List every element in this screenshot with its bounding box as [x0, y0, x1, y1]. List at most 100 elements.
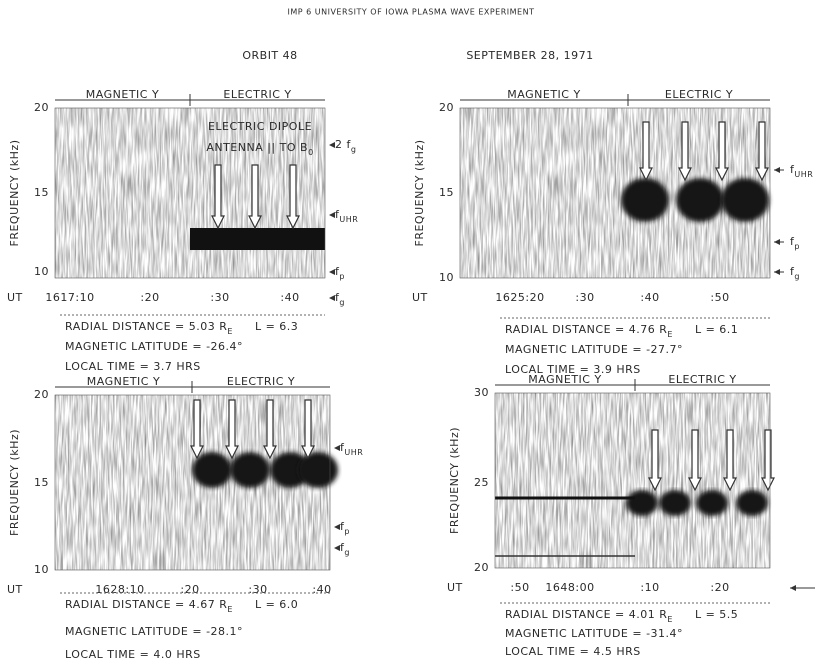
l-shell: L = 5.5 — [695, 608, 738, 621]
magnetic-latitude: MAGNETIC LATITUDE = -27.7° — [505, 343, 683, 356]
ut-label: UT — [7, 291, 23, 304]
arrow — [211, 164, 225, 230]
panel: MAGNETIC Y ELECTRIC Y FREQUENCY (kHz) 20 15 1… — [7, 375, 363, 661]
annotation: fUHR — [335, 208, 358, 224]
annotation: 2 fg — [335, 138, 356, 154]
pointer-head — [329, 142, 335, 148]
annotation-main: f — [790, 265, 795, 278]
note-text: ANTENNA || TO B — [206, 141, 308, 154]
annotation: fp — [790, 235, 800, 251]
y-tick-label: 25 — [474, 476, 489, 489]
emission-blob — [230, 452, 270, 488]
panel: MAGNETIC Y ELECTRIC Y FREQUENCY (kHz) 20 15 1… — [7, 88, 358, 373]
arrow — [648, 429, 662, 492]
spectrogram-noise — [495, 393, 770, 568]
local-time: LOCAL TIME = 3.7 HRS — [65, 360, 201, 373]
arrow — [225, 399, 239, 460]
annotation-main: f — [340, 541, 345, 554]
arrow — [715, 121, 729, 182]
ut-tick-label: :30 — [248, 583, 267, 596]
local-time: LOCAL TIME = 3.9 HRS — [505, 363, 641, 376]
plot-frame — [54, 394, 331, 571]
emission-blob — [659, 490, 691, 516]
date: SEPTEMBER 28, 1971 — [466, 49, 593, 62]
electric-label: ELECTRIC Y — [227, 375, 295, 388]
arrow — [248, 164, 262, 230]
ut-label: UT — [447, 581, 463, 594]
radial-distance: RADIAL DISTANCE = 4.01 RE L = 5.5 — [505, 608, 738, 624]
orbit: ORBIT 48 — [242, 49, 297, 62]
annotation-sub: UHR — [344, 448, 363, 457]
radial-distance: RADIAL DISTANCE = 4.76 RE L = 6.1 — [505, 323, 738, 339]
magnetic-latitude: MAGNETIC LATITUDE = -31.4° — [505, 627, 683, 640]
annotation-main: f — [335, 208, 340, 221]
ut-tick-label: :20 — [710, 581, 729, 594]
annotation: fg — [790, 265, 800, 281]
emission-blob — [621, 178, 669, 222]
pointer-head — [329, 269, 335, 275]
ut-tick-label: 1625:20 — [495, 291, 544, 304]
local-time: LOCAL TIME = 4.5 HRS — [505, 645, 641, 658]
emission-blob — [696, 490, 728, 516]
ut-tick-label: :10 — [640, 581, 659, 594]
figure-title: IMP 6 UNIVERSITY OF IOWA PLASMA WAVE EXP… — [288, 8, 535, 17]
pointer-head — [334, 524, 340, 530]
annotation-main: f — [790, 235, 795, 248]
radial-distance: RADIAL DISTANCE = 5.03 RE L = 6.3 — [65, 320, 298, 336]
annotation-sub: g — [794, 272, 800, 281]
l-shell: L = 6.3 — [255, 320, 298, 333]
emission-blob — [298, 452, 338, 488]
pointer-head — [329, 295, 335, 301]
annotation-sub: g — [351, 145, 357, 154]
arrow — [723, 429, 737, 492]
pointer-head — [334, 545, 340, 551]
arrow — [688, 429, 702, 492]
emission-blob — [626, 490, 658, 516]
local-time: LOCAL TIME = 4.0 HRS — [65, 648, 201, 661]
electric-label: ELECTRIC Y — [668, 373, 736, 386]
radial-text: RADIAL DISTANCE = 5.03 R — [65, 320, 227, 333]
y-tick-label: 20 — [474, 561, 489, 574]
emission-blob — [736, 490, 768, 516]
pointer-head — [329, 212, 335, 218]
radial-text: RADIAL DISTANCE = 4.67 R — [65, 598, 227, 611]
radial-sub: E — [227, 605, 233, 614]
arrow — [263, 399, 277, 460]
ut-label: UT — [412, 291, 428, 304]
plot-frame — [54, 107, 326, 279]
emission-band — [190, 228, 325, 250]
l-shell: L = 6.1 — [695, 323, 738, 336]
annotation-main: 2 f — [335, 138, 351, 151]
annotation-sub: g — [339, 298, 345, 307]
y-tick-label: 10 — [34, 563, 49, 576]
radial-sub: E — [667, 330, 673, 339]
annotation-sub: UHR — [794, 170, 813, 179]
annotation: fg — [340, 541, 350, 557]
plot-frame — [494, 392, 771, 569]
ut-tick-label: :50 — [710, 291, 729, 304]
emission-blob — [721, 178, 769, 222]
magnetic-label: MAGNETIC Y — [87, 375, 160, 388]
annotation: fUHR — [790, 163, 813, 179]
spectrogram-noise — [55, 108, 325, 278]
electric-label: ELECTRIC Y — [223, 88, 291, 101]
annotation-main: f — [335, 265, 340, 278]
annotation-main: f — [340, 520, 345, 533]
annotation-sub: p — [344, 527, 350, 536]
y-tick-label: 15 — [34, 186, 49, 199]
y-tick-label: 10 — [34, 265, 49, 278]
plot-frame — [459, 107, 771, 279]
y-tick-label: 15 — [34, 476, 49, 489]
annotation-sub: p — [794, 242, 800, 251]
arrow — [301, 399, 315, 460]
ut-tick-label: :30 — [210, 291, 229, 304]
arrow — [755, 121, 769, 182]
y-axis-label: FREQUENCY (kHz) — [448, 427, 461, 534]
y-axis-label: FREQUENCY (kHz) — [8, 429, 21, 536]
electric-label: ELECTRIC Y — [665, 88, 733, 101]
ut-tick-label: :50 — [510, 581, 529, 594]
pointer-head — [334, 445, 340, 451]
l-shell: L = 6.0 — [255, 598, 298, 611]
ut-tick-label: 1628:10 — [95, 583, 144, 596]
